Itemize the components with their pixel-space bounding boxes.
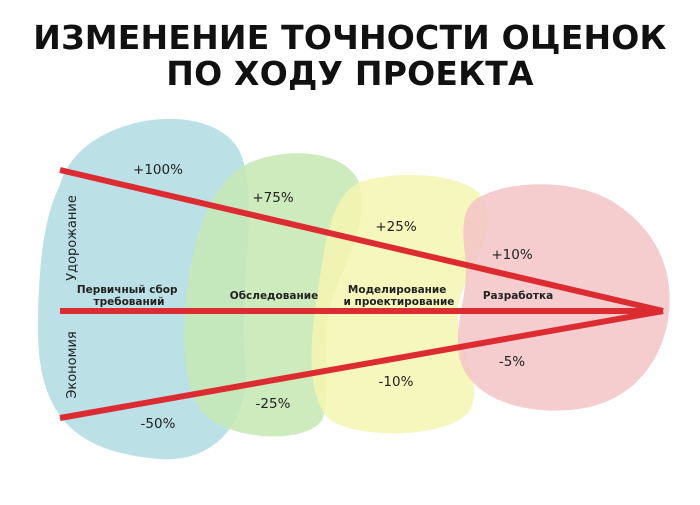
phase-blob-4: [457, 184, 670, 411]
phase-2-name: Обследование: [230, 290, 318, 302]
phase-4-upper-pct: +10%: [491, 247, 532, 263]
phase-3-name-line-1: Моделирование: [348, 284, 447, 296]
title-line-2: ПО ХОДУ ПРОЕКТА: [166, 54, 534, 93]
phase-1-name-line-1: Первичный сбор: [77, 284, 178, 296]
phase-4-name: Разработка: [483, 290, 553, 302]
phase-1-name: Первичный сбор требований: [77, 284, 181, 308]
phase-4-name-line-1: Разработка: [483, 290, 553, 302]
phase-1-lower-pct: -50%: [141, 416, 176, 432]
upper-estimate-line: [59, 167, 664, 314]
phase-1-upper-pct: +100%: [133, 162, 183, 178]
lower-estimate-line: [59, 308, 664, 421]
phase-3-lower-pct: -10%: [379, 374, 414, 390]
upper-axis-label: Удорожание: [65, 195, 80, 281]
title-line-1: ИЗМЕНЕНИЕ ТОЧНОСТИ ОЦЕНОК: [33, 18, 667, 57]
phase-2-upper-pct: +75%: [252, 190, 293, 206]
lower-axis-label: Экономия: [65, 331, 80, 398]
phase-4-lower-pct: -5%: [499, 354, 525, 370]
phase-2-name-line-1: Обследование: [230, 290, 318, 302]
phase-3-name: Моделирование и проектирование: [344, 284, 455, 308]
phase-3-name-line-2: и проектирование: [344, 296, 455, 308]
phase-3-upper-pct: +25%: [375, 219, 416, 235]
page-title: ИЗМЕНЕНИЕ ТОЧНОСТИ ОЦЕНОК ПО ХОДУ ПРОЕКТ…: [0, 20, 700, 92]
phase-2-lower-pct: -25%: [256, 396, 291, 412]
phase-1-name-line-2: требований: [94, 296, 165, 308]
